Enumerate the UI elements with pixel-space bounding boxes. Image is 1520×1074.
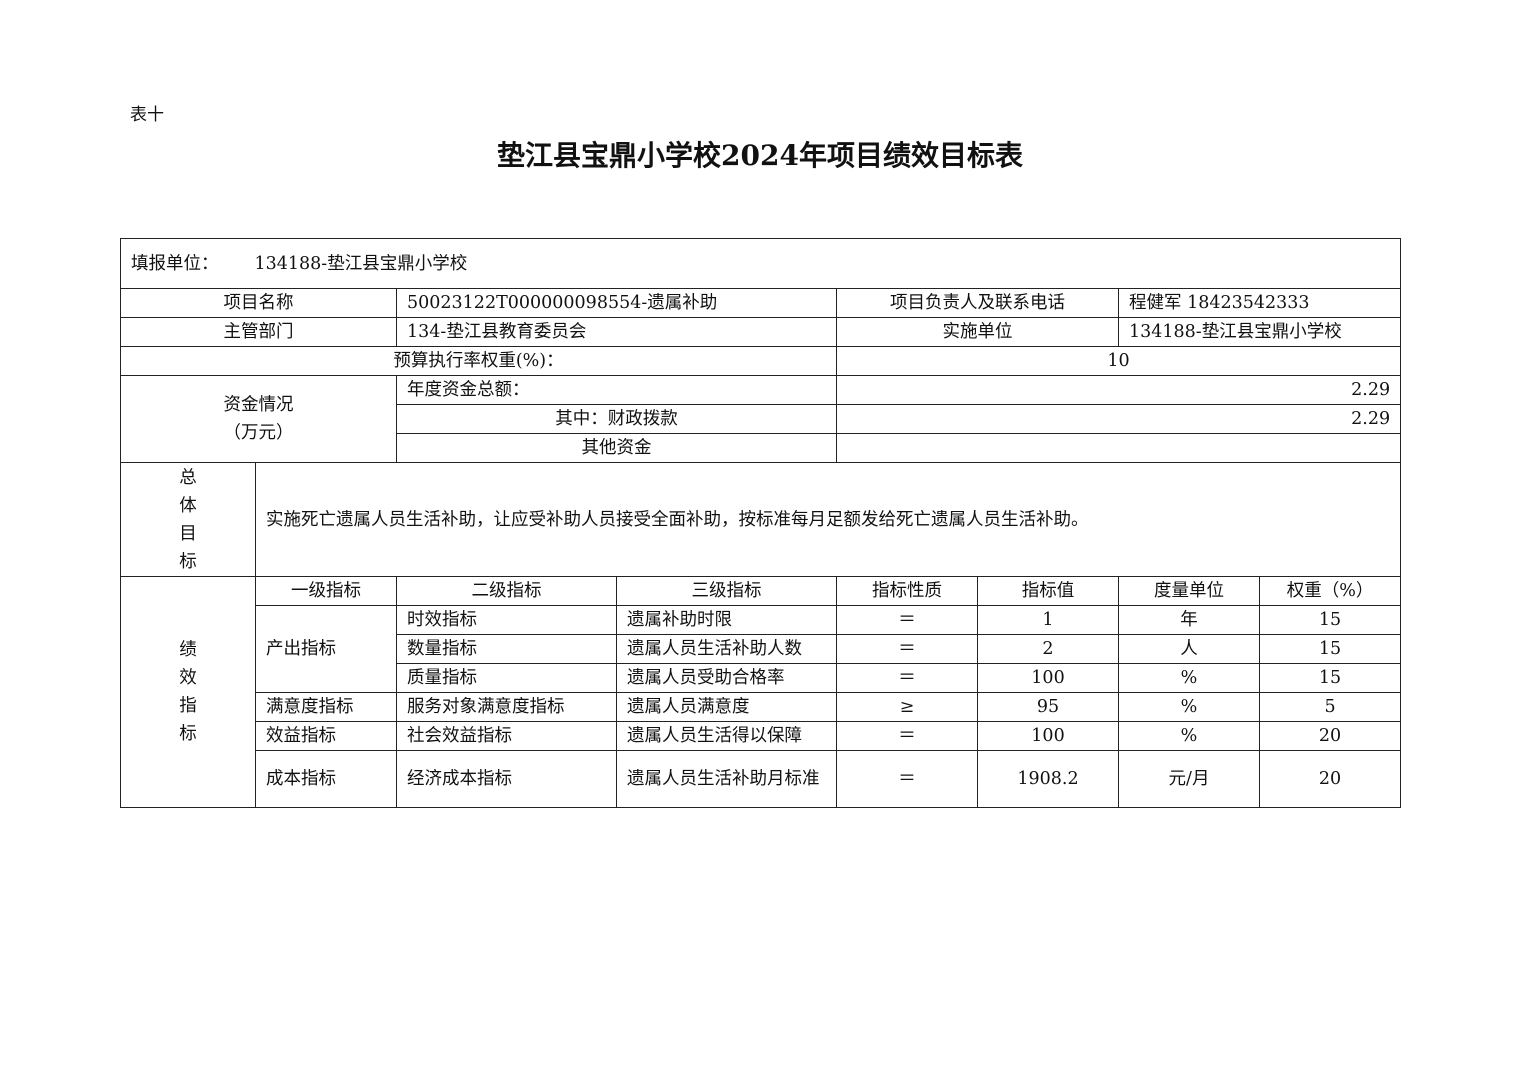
metric-op: ＝ [836,663,978,693]
impl-label: 实施单位 [836,317,1119,347]
impl: 134188-垫江县宝鼎小学校 [1117,317,1402,347]
metric-l3: 遗属补助时限 [616,605,837,635]
table-row: 产出指标 时效指标 遗属补助时限 ＝ 1 年 15 [121,605,1402,693]
metric-weight: 20 [1258,750,1402,808]
header-l3: 三级指标 [616,576,837,606]
funding-label: 资金情况 （万元） [120,375,397,463]
table-row: 成本指标 经济成本指标 遗属人员生活补助月标准 ＝ 1908.2 元/月 20 [121,750,1402,808]
metrics-header-row: 绩效指标 一级指标 二级指标 三级指标 指标性质 指标值 度量单位 权重（%） [120,576,1402,808]
header-unit: 度量单位 [1118,576,1260,606]
funding-total-label: 年度资金总额： [396,375,837,405]
metric-weight: 15 [1258,634,1402,664]
metric-weight: 15 [1258,605,1402,635]
table-row: 数量指标 遗属人员生活补助人数 ＝ 2 人 15 [121,634,1402,664]
metric-op: ＝ [836,721,978,751]
funding-total: 2.29 [835,375,1402,405]
metric-unit: 年 [1118,605,1260,635]
metric-l3: 遗属人员生活补助月标准 [616,750,837,808]
metric-op: ＝ [836,634,978,664]
goal-row: 总体目标 实施死亡遗属人员生活补助，让应受补助人员接受全面补助，按标准每月足额发… [120,462,1402,577]
funding-label-text: 资金情况 [223,395,294,415]
unit-value: 134188-垫江县宝鼎小学校 [254,253,468,274]
funding-fiscal-label: 其中：财政拨款 [396,404,837,434]
metric-value: 95 [977,692,1119,722]
table-row: 效益指标 社会效益指标 遗属人员生活得以保障 ＝ 100 % 20 [121,721,1402,751]
goal-label: 总体目标 [120,462,256,577]
metric-value: 100 [977,663,1119,693]
header-l2: 二级指标 [396,576,617,606]
metric-op: ＝ [836,605,978,635]
metric-op: ≥ [836,692,978,722]
metric-unit: % [1118,721,1260,751]
metric-l2: 服务对象满意度指标 [396,692,617,722]
metric-l1: 满意度指标 [255,692,397,722]
owner-label: 项目负责人及联系电话 [836,288,1119,318]
metric-op: ＝ [836,750,978,808]
unit-label: 填报单位： [131,253,219,274]
project-row: 项目名称 50023122T000000098554-遗属补助 项目负责人及联系… [120,288,1402,318]
metric-weight: 15 [1258,663,1402,693]
metric-unit: 元/月 [1118,750,1260,808]
metric-value: 1 [977,605,1119,635]
metric-unit: % [1118,692,1260,722]
funding-total-row: 资金情况 （万元） 年度资金总额： 2.29 [120,375,1402,463]
budget-weight-row: 预算执行率权重(%)： 10 [120,346,1402,376]
project-name: 50023122T000000098554-遗属补助 [396,288,837,318]
metric-l2: 时效指标 [396,605,617,635]
performance-table: 填报单位： 134188-垫江县宝鼎小学校 项目名称 50023122T00000… [119,238,1402,808]
metric-l3: 遗属人员受助合格率 [616,663,837,693]
metric-l2: 社会效益指标 [396,721,617,751]
project-name-label: 项目名称 [120,288,397,318]
goal-text: 实施死亡遗属人员生活补助，让应受补助人员接受全面补助，按标准每月足额发给死亡遗属… [254,462,1402,577]
metric-l1: 产出指标 [255,605,397,693]
unit-row: 填报单位： 134188-垫江县宝鼎小学校 [119,238,1402,289]
funding-other [835,433,1402,463]
metric-value: 1908.2 [977,750,1119,808]
funding-other-row: 其他资金 [121,433,1402,463]
metric-l3: 遗属人员满意度 [616,692,837,722]
metric-weight: 5 [1258,692,1402,722]
metric-l2: 数量指标 [396,634,617,664]
header-weight: 权重（%） [1258,576,1402,606]
table-row: 满意度指标 服务对象满意度指标 遗属人员满意度 ≥ 95 % 5 [121,692,1402,722]
funding-other-label: 其他资金 [396,433,837,463]
metric-value: 2 [977,634,1119,664]
metric-value: 100 [977,721,1119,751]
dept: 134-垫江县教育委员会 [396,317,837,347]
header-value: 指标值 [977,576,1119,606]
header-l1: 一级指标 [255,576,397,606]
budget-weight-label: 预算执行率权重(%)： [120,346,837,376]
owner: 程健军 18423542333 [1117,288,1402,318]
metrics-label: 绩效指标 [120,576,256,808]
metric-unit: % [1118,663,1260,693]
table-row: 质量指标 遗属人员受助合格率 ＝ 100 % 15 [121,663,1402,693]
budget-weight: 10 [835,346,1402,376]
table-label: 表十 [130,105,164,125]
metric-l2: 经济成本指标 [396,750,617,808]
metric-weight: 20 [1258,721,1402,751]
metric-l2: 质量指标 [396,663,617,693]
metric-l3: 遗属人员生活得以保障 [616,721,837,751]
metric-unit: 人 [1118,634,1260,664]
metric-l1: 效益指标 [255,721,397,751]
metric-l3: 遗属人员生活补助人数 [616,634,837,664]
funding-unit: （万元） [223,423,294,443]
page-title: 垫江县宝鼎小学校2024年项目绩效目标表 [497,139,1023,172]
funding-fiscal: 2.29 [835,404,1402,434]
metric-l1: 成本指标 [255,750,397,808]
funding-fiscal-row: 其中：财政拨款 2.29 [121,404,1402,434]
dept-row: 主管部门 134-垫江县教育委员会 实施单位 134188-垫江县宝鼎小学校 [120,317,1402,347]
header-op: 指标性质 [836,576,978,606]
dept-label: 主管部门 [120,317,397,347]
